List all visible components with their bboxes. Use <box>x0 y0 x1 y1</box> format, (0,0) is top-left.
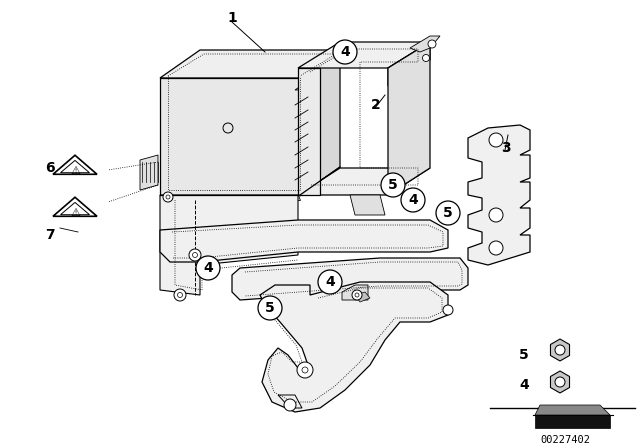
Text: ⚠: ⚠ <box>70 166 80 176</box>
Polygon shape <box>342 285 368 300</box>
Polygon shape <box>550 339 570 361</box>
Text: ⚠: ⚠ <box>70 208 80 218</box>
Text: 1: 1 <box>227 11 237 25</box>
Circle shape <box>489 241 503 255</box>
Polygon shape <box>410 36 440 52</box>
Circle shape <box>189 249 201 261</box>
Polygon shape <box>300 50 340 195</box>
Text: 3: 3 <box>501 141 511 155</box>
Polygon shape <box>260 282 448 412</box>
Polygon shape <box>535 415 610 428</box>
Text: 4: 4 <box>325 275 335 289</box>
Polygon shape <box>355 292 370 302</box>
Polygon shape <box>140 155 158 190</box>
Text: 5: 5 <box>519 348 529 362</box>
Circle shape <box>352 290 362 300</box>
Circle shape <box>166 195 170 199</box>
Polygon shape <box>468 125 530 265</box>
Text: 4: 4 <box>203 261 213 275</box>
Text: 4: 4 <box>408 193 418 207</box>
Circle shape <box>174 289 186 301</box>
Polygon shape <box>232 258 468 300</box>
Circle shape <box>333 40 357 64</box>
Circle shape <box>318 270 342 294</box>
Polygon shape <box>160 78 300 195</box>
Text: 2: 2 <box>371 98 381 112</box>
Circle shape <box>401 188 425 212</box>
Polygon shape <box>550 371 570 393</box>
Circle shape <box>302 367 308 373</box>
Circle shape <box>436 201 460 225</box>
Circle shape <box>355 293 359 297</box>
Circle shape <box>443 305 453 315</box>
Text: 6: 6 <box>45 161 55 175</box>
Circle shape <box>196 256 220 280</box>
Polygon shape <box>295 83 315 90</box>
Polygon shape <box>160 50 340 78</box>
Circle shape <box>428 40 436 48</box>
Circle shape <box>177 293 182 297</box>
Circle shape <box>258 296 282 320</box>
Circle shape <box>193 253 198 258</box>
Text: 7: 7 <box>45 228 55 242</box>
Polygon shape <box>53 197 97 216</box>
Circle shape <box>489 133 503 147</box>
Text: 5: 5 <box>443 206 453 220</box>
Polygon shape <box>388 42 430 195</box>
Circle shape <box>297 362 313 378</box>
Polygon shape <box>350 195 385 215</box>
Circle shape <box>381 173 405 197</box>
Polygon shape <box>298 68 320 195</box>
Polygon shape <box>160 220 448 262</box>
Circle shape <box>284 399 296 411</box>
Polygon shape <box>298 42 430 68</box>
Polygon shape <box>278 395 302 408</box>
Text: 5: 5 <box>388 178 398 192</box>
Text: 00227402: 00227402 <box>540 435 590 445</box>
Polygon shape <box>535 405 610 415</box>
Circle shape <box>422 55 429 61</box>
Polygon shape <box>298 168 430 195</box>
Circle shape <box>555 345 565 355</box>
Polygon shape <box>160 195 300 200</box>
Text: 4: 4 <box>519 378 529 392</box>
Polygon shape <box>53 155 97 174</box>
Circle shape <box>163 192 173 202</box>
Circle shape <box>555 377 565 387</box>
Text: 4: 4 <box>340 45 350 59</box>
Circle shape <box>489 208 503 222</box>
Polygon shape <box>388 42 430 86</box>
Text: 5: 5 <box>265 301 275 315</box>
Polygon shape <box>160 195 298 295</box>
